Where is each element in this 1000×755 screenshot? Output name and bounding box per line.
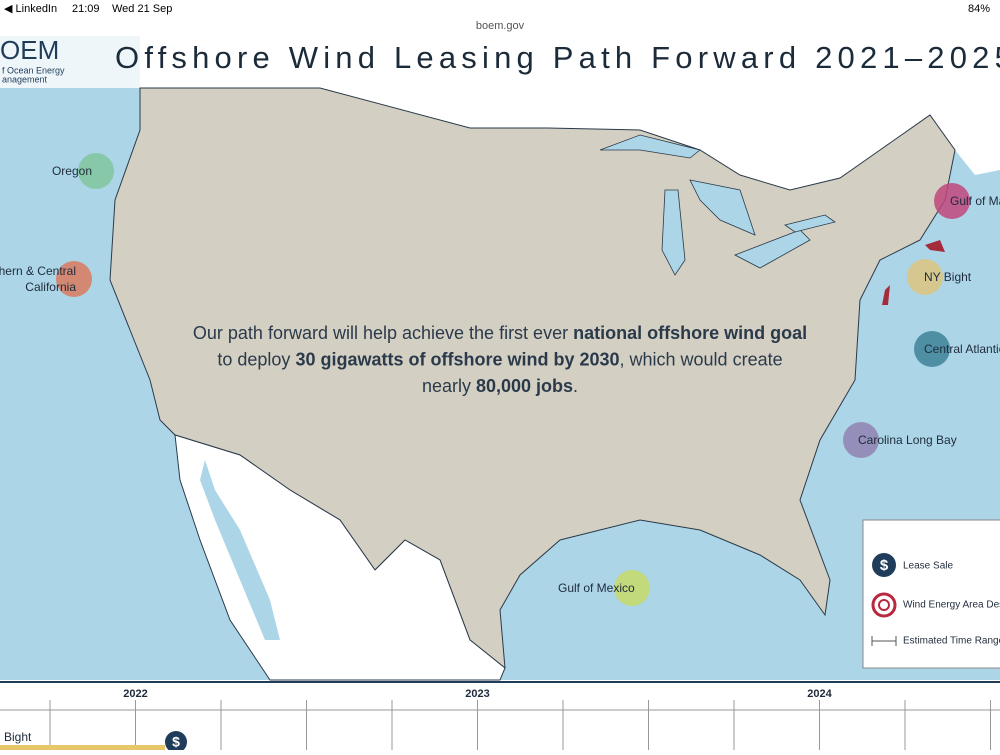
- year-label: 2023: [465, 688, 489, 700]
- region-label: NY Bight: [924, 270, 972, 284]
- lake-michigan: [661, 189, 686, 276]
- row-label: Bight: [4, 730, 32, 744]
- battery: 84%: [968, 3, 990, 15]
- wea-icon: [871, 592, 897, 618]
- canada: [320, 88, 1000, 190]
- url[interactable]: boem.gov: [476, 20, 525, 32]
- lake-ontario: [784, 214, 836, 233]
- year-label: 2022: [123, 688, 147, 700]
- lease-icon-symbol: $: [880, 557, 889, 574]
- region-marker: [907, 259, 943, 295]
- message-text: nearly: [422, 376, 476, 396]
- region-label: Carolina Long Bay: [858, 433, 957, 447]
- region-label: Oregon: [52, 164, 92, 178]
- lease-icon: [872, 553, 896, 577]
- message-text: 30 gigawatts of offshore wind by 2030: [295, 349, 619, 369]
- region-marker: [78, 153, 114, 189]
- logo-bg: [0, 36, 140, 88]
- legend-label: Lease Sale: [903, 561, 953, 572]
- logo-sub: anagement: [2, 74, 48, 84]
- region-marker: [914, 331, 950, 367]
- region-marker: [614, 570, 650, 606]
- lake-erie: [734, 229, 811, 269]
- legend-label: Wind Energy Area Desig: [903, 600, 1000, 611]
- message-text: to deploy: [217, 349, 295, 369]
- year-label: 2024: [807, 688, 832, 700]
- legend-label: Estimated Time Range: [903, 636, 1000, 647]
- back-link[interactable]: ◀ LinkedIn: [4, 3, 57, 15]
- header-band: [0, 36, 1000, 88]
- lease-marker-symbol: $: [172, 734, 180, 750]
- wind-areas: [882, 240, 945, 305]
- wind-area: [925, 240, 945, 252]
- message-line: Our path forward will help achieve the f…: [193, 323, 807, 343]
- great-lakes: [599, 134, 836, 276]
- region-label: Gulf of Ma: [950, 194, 1000, 208]
- message-line: nearly 80,000 jobs.: [422, 376, 578, 396]
- region-label: Central Atlantic: [924, 342, 1000, 356]
- region-marker: [843, 422, 879, 458]
- lease-marker: [165, 731, 187, 753]
- lake-huron: [689, 179, 756, 236]
- range-bar: [0, 745, 165, 750]
- time: 21:09: [72, 3, 100, 15]
- wind-area: [882, 285, 890, 305]
- message-text: , which would create: [620, 349, 783, 369]
- message-line: to deploy 30 gigawatts of offshore wind …: [217, 349, 782, 369]
- wea-icon: [878, 599, 890, 611]
- title: Offshore Wind Leasing Path Forward 2021–…: [115, 40, 1000, 75]
- region-label: California: [25, 280, 76, 294]
- message-text: 80,000 jobs: [476, 376, 573, 396]
- region-label: thern & Central: [0, 264, 76, 278]
- message-text: Our path forward will help achieve the f…: [193, 323, 573, 343]
- region-marker: [56, 261, 92, 297]
- logo-sub: f Ocean Energy: [2, 65, 65, 75]
- logo: OEM: [0, 35, 59, 65]
- gulf-of-california: [200, 460, 280, 640]
- range-icon: [871, 636, 897, 646]
- message-text: .: [573, 376, 578, 396]
- status-bg: [0, 0, 1000, 36]
- date: Wed 21 Sep: [112, 3, 172, 15]
- region-label: Gulf of Mexico: [558, 581, 635, 595]
- lake-superior: [599, 134, 701, 159]
- region-marker: [934, 183, 970, 219]
- message-text: national offshore wind goal: [573, 323, 807, 343]
